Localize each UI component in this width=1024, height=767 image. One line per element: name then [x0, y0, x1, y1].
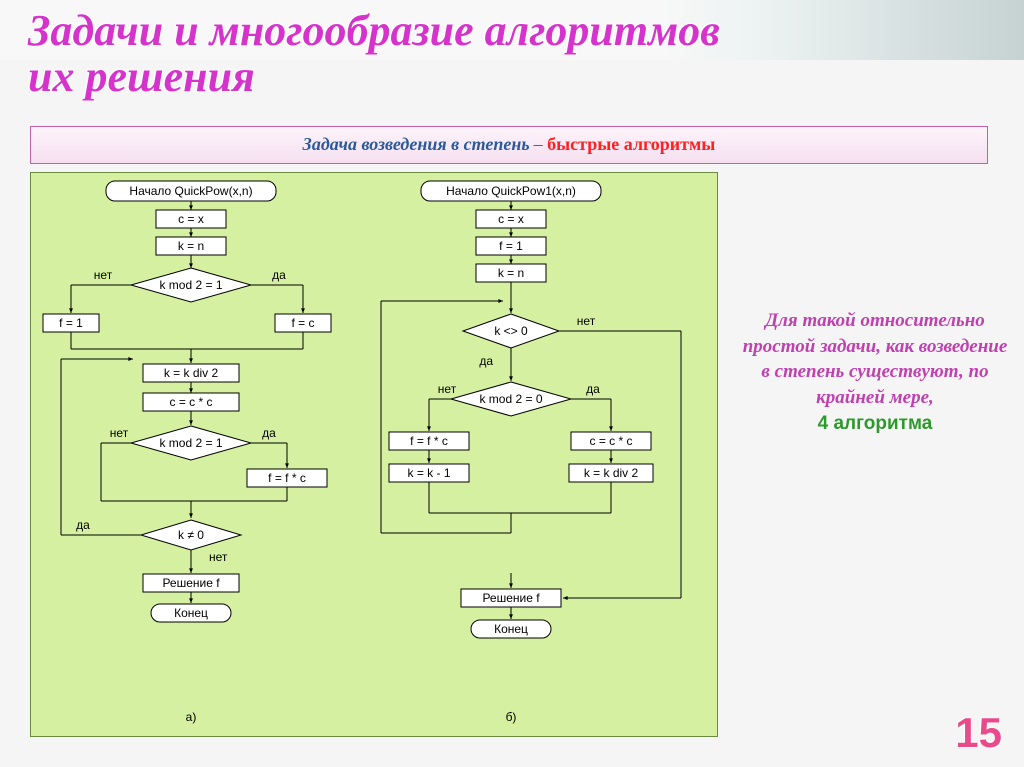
- svg-text:k mod 2 = 0: k mod 2 = 0: [479, 392, 542, 406]
- svg-text:f = 1: f = 1: [59, 316, 83, 330]
- title-line-2: их решения: [28, 52, 255, 101]
- svg-text:k = k div 2: k = k div 2: [164, 366, 219, 380]
- svg-text:f = f * c: f = f * c: [268, 471, 306, 485]
- title-line-1: Задачи и многообразие алгоритмов: [28, 6, 720, 55]
- flowchart-container: Начало QuickPow(x,n) c = x k = n k mod 2 = …: [30, 172, 718, 737]
- svg-text:нет: нет: [110, 426, 129, 440]
- svg-text:c = c * c: c = c * c: [589, 434, 632, 448]
- svg-text:да: да: [479, 354, 493, 368]
- svg-text:k <> 0: k <> 0: [494, 324, 528, 338]
- svg-text:Начало QuickPow1(x,n): Начало QuickPow1(x,n): [446, 184, 576, 198]
- svg-text:f = c: f = c: [291, 316, 314, 330]
- page-title: Задачи и многообразие алгоритмов их реше…: [28, 8, 720, 100]
- subtitle-part1: Задача возведения в степень: [303, 134, 530, 154]
- svg-text:нет: нет: [94, 268, 113, 282]
- subtitle-bar: Задача возведения в степень – быстрые ал…: [30, 126, 988, 164]
- svg-text:c = x: c = x: [498, 212, 524, 226]
- svg-text:k mod 2 = 1: k mod 2 = 1: [159, 436, 222, 450]
- svg-text:f = f * c: f = f * c: [410, 434, 448, 448]
- svg-text:c = x: c = x: [178, 212, 204, 226]
- flowchart-svg: Начало QuickPow(x,n) c = x k = n k mod 2 = …: [31, 173, 719, 736]
- svg-text:Решение f: Решение f: [162, 576, 220, 590]
- svg-text:Начало QuickPow(x,n): Начало QuickPow(x,n): [129, 184, 252, 198]
- svg-text:а): а): [186, 710, 197, 724]
- svg-text:б): б): [506, 710, 517, 724]
- svg-text:k = n: k = n: [178, 239, 204, 253]
- svg-text:нет: нет: [577, 314, 596, 328]
- svg-text:c = c * c: c = c * c: [169, 395, 212, 409]
- svg-text:f = 1: f = 1: [499, 239, 523, 253]
- svg-text:Конец: Конец: [494, 622, 528, 636]
- svg-text:k ≠ 0: k ≠ 0: [178, 528, 204, 542]
- svg-text:Конец: Конец: [174, 606, 208, 620]
- subtitle-dash: –: [534, 134, 548, 154]
- svg-text:Решение f: Решение f: [482, 591, 540, 605]
- svg-text:да: да: [586, 382, 600, 396]
- side-text-body: Для такой относительно простой задачи, к…: [743, 310, 1008, 408]
- svg-text:нет: нет: [209, 550, 228, 564]
- side-commentary: Для такой относительно простой задачи, к…: [740, 308, 1010, 436]
- page-number: 15: [955, 709, 1002, 757]
- svg-text:да: да: [262, 426, 276, 440]
- svg-text:k = k - 1: k = k - 1: [407, 466, 450, 480]
- svg-text:да: да: [272, 268, 286, 282]
- svg-text:k = n: k = n: [498, 266, 524, 280]
- svg-text:k mod 2 = 1: k mod 2 = 1: [159, 278, 222, 292]
- side-text-highlight: 4 алгоритма: [818, 413, 933, 434]
- svg-text:да: да: [76, 518, 90, 532]
- subtitle-part2: быстрые алгоритмы: [547, 134, 715, 154]
- svg-text:нет: нет: [438, 382, 457, 396]
- svg-text:k = k div 2: k = k div 2: [584, 466, 639, 480]
